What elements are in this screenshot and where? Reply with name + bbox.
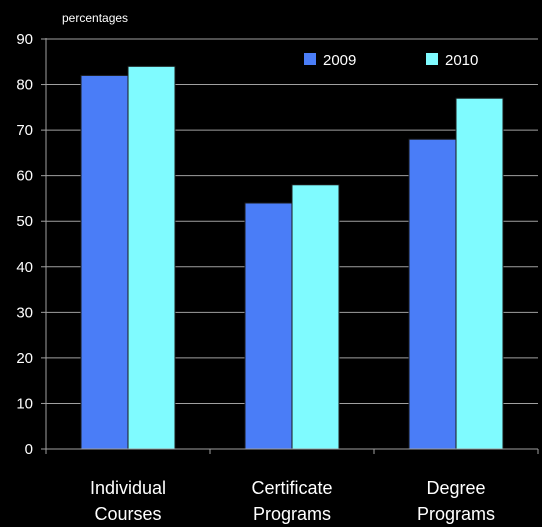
x-category-label: Courses [94, 504, 161, 524]
y-axis-ticks: 0 10 20 30 40 50 60 70 80 90 [16, 31, 46, 458]
x-category-label: Programs [417, 504, 495, 524]
y-tick-label: 30 [16, 304, 33, 321]
x-category-label: Certificate [251, 478, 332, 498]
bars [80, 65, 504, 450]
x-category-label: Individual [90, 478, 166, 498]
bar-2010-2 [455, 97, 504, 450]
legend: 2009 2010 [304, 52, 478, 69]
legend-label-2009: 2009 [323, 52, 356, 69]
legend-label-2010: 2010 [445, 52, 478, 69]
y-tick-label: 70 [16, 122, 33, 139]
bar-2010-1 [291, 184, 340, 450]
y-axis-unit-label: percentages [62, 11, 128, 25]
y-tick-label: 50 [16, 213, 33, 230]
y-tick-label: 90 [16, 31, 33, 48]
x-axis-labels: Individual Courses Certificate Programs Degr… [90, 478, 495, 524]
y-tick-label: 20 [16, 350, 33, 367]
x-category-label: Programs [253, 504, 331, 524]
legend-swatch-2010 [426, 53, 438, 65]
y-tick-label: 60 [16, 168, 33, 185]
bar-2009-1 [244, 202, 293, 450]
y-tick-label: 10 [16, 395, 33, 412]
x-category-label: Degree [426, 478, 485, 498]
bar-2010-0 [127, 65, 176, 450]
y-tick-label: 0 [25, 441, 33, 458]
y-tick-label: 80 [16, 77, 33, 94]
bar-2009-0 [80, 74, 129, 450]
bar-2009-2 [408, 138, 457, 450]
y-tick-label: 40 [16, 259, 33, 276]
axes [45, 38, 539, 454]
legend-swatch-2009 [304, 53, 316, 65]
